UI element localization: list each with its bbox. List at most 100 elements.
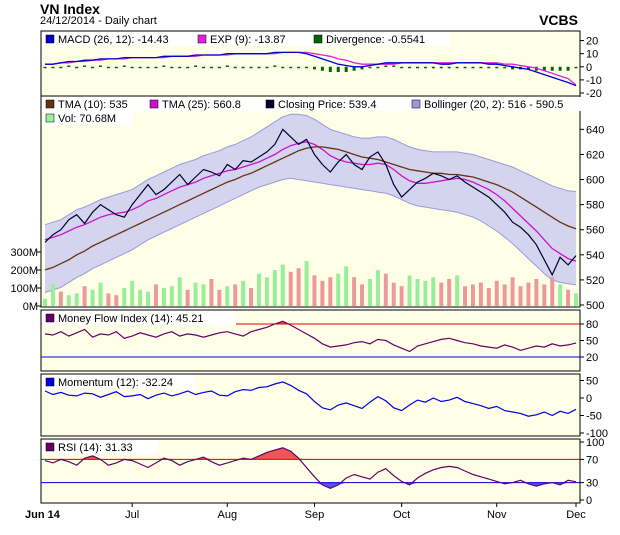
rsi-y-tick-label: 30 (586, 478, 598, 490)
price-y-tick-label: 520 (586, 275, 604, 287)
divergence-bar (392, 65, 396, 67)
volume-bar (138, 289, 143, 306)
volume-bar (455, 275, 460, 306)
volume-bar (272, 270, 277, 306)
x-tick-label: Jun 14 (25, 509, 61, 521)
volume-bar (534, 279, 539, 306)
volume-bar (43, 298, 47, 306)
divergence-bar (67, 65, 71, 67)
momentum-legend-bg (42, 375, 194, 389)
divergence-bar (471, 66, 475, 69)
divergence-bar (170, 66, 174, 69)
volume-bar (328, 277, 333, 306)
volume-bar (423, 280, 428, 306)
volume-bar (494, 280, 499, 306)
volume-bar (360, 284, 365, 306)
price-legend-swatch (149, 99, 159, 109)
volume-bar (185, 289, 190, 306)
divergence-bar (550, 66, 554, 71)
volume-bar (486, 288, 491, 306)
divergence-bar (408, 66, 412, 69)
price-y-tick-label: 560 (586, 225, 604, 237)
price-legend-swatch (45, 99, 55, 109)
volume-bar (233, 284, 238, 306)
divergence-bar (138, 66, 142, 69)
price-legend-swatch (411, 99, 421, 109)
divergence-bar (487, 66, 491, 69)
volume-bar (241, 280, 246, 306)
divergence-bar (51, 66, 55, 69)
chart-subtitle: 24/12/2014 - Daily chart (40, 15, 157, 27)
divergence-bar (59, 66, 63, 69)
macd-y-tick-label: 10 (586, 49, 598, 61)
bollinger-lower-line (44, 177, 577, 293)
macd-legend-label: Divergence: -0.5541 (326, 34, 425, 46)
price-y-tick-label: 640 (586, 124, 604, 136)
divergence-bar (202, 66, 206, 69)
volume-bar (375, 270, 380, 306)
divergence-bar (83, 65, 87, 67)
divergence-bar (447, 66, 451, 69)
divergence-bar (98, 65, 102, 67)
bollinger-upper-line (44, 113, 577, 226)
volume-bar (264, 277, 269, 306)
volume-bar (122, 288, 127, 306)
volume-bar (344, 266, 349, 306)
divergence-bar (162, 65, 166, 67)
divergence-bar (249, 66, 253, 69)
macd-legend-swatch (197, 34, 207, 44)
mfi-y-tick-label: 20 (586, 352, 598, 364)
volume-bar (201, 284, 206, 306)
divergence-bar (336, 66, 340, 73)
volume-bar (288, 271, 293, 306)
price-y-tick-label: 600 (586, 175, 604, 187)
divergence-bar (194, 65, 198, 67)
divergence-bar (360, 66, 364, 70)
volume-bar (153, 284, 158, 306)
rsi-y-tick-label: 0 (586, 495, 592, 507)
divergence-bar (423, 66, 427, 69)
chart-title: VN Index (40, 1, 100, 17)
divergence-bar (376, 66, 380, 69)
divergence-bar (400, 66, 404, 69)
volume-bar (256, 273, 261, 306)
x-tick-label: Nov (487, 509, 507, 521)
volume-bar (352, 277, 357, 306)
divergence-bar (328, 66, 332, 73)
divergence-bar (146, 66, 150, 69)
price-y-tick-label: 580 (586, 200, 604, 212)
price-legend-bg (42, 97, 614, 111)
divergence-bar (463, 66, 467, 69)
tma25-line (44, 141, 577, 262)
macd-legend-label: EXP (9): -13.87 (210, 34, 286, 46)
volume-bar (169, 286, 174, 306)
volume-bar (90, 289, 95, 306)
divergence-bar (320, 66, 324, 71)
divergence-bar (431, 66, 435, 69)
volume-bar (431, 277, 436, 306)
divergence-bar (154, 66, 158, 69)
divergence-bar (114, 66, 118, 69)
macd-legend-swatch (45, 34, 55, 44)
volume-bar (312, 275, 317, 306)
divergence-bar (43, 66, 47, 69)
volume-bar (114, 295, 119, 306)
volume-bar (336, 273, 341, 306)
divergence-bar (479, 66, 483, 69)
volume-bar (407, 275, 412, 306)
mfi-y-tick-label: 50 (586, 336, 598, 348)
x-tick-label: Dec (566, 509, 586, 521)
divergence-bar (257, 66, 261, 69)
price-legend-label: Bollinger (20, 2): 516 - 590.5 (424, 99, 563, 111)
volume-bar (574, 293, 578, 306)
divergence-bar (384, 65, 388, 67)
price-y-tick-label: 500 (586, 300, 604, 312)
rsi-legend-bg (42, 440, 158, 454)
x-tick-label: Sep (305, 509, 325, 521)
volume-bar (550, 277, 555, 306)
macd-legend-bg (42, 32, 450, 46)
macd-legend-label: MACD (26, 12): -14.43 (58, 34, 169, 46)
price-legend-label: Vol: 70.68M (58, 113, 116, 125)
volume-bar (193, 282, 198, 306)
volume-bar (280, 264, 285, 306)
